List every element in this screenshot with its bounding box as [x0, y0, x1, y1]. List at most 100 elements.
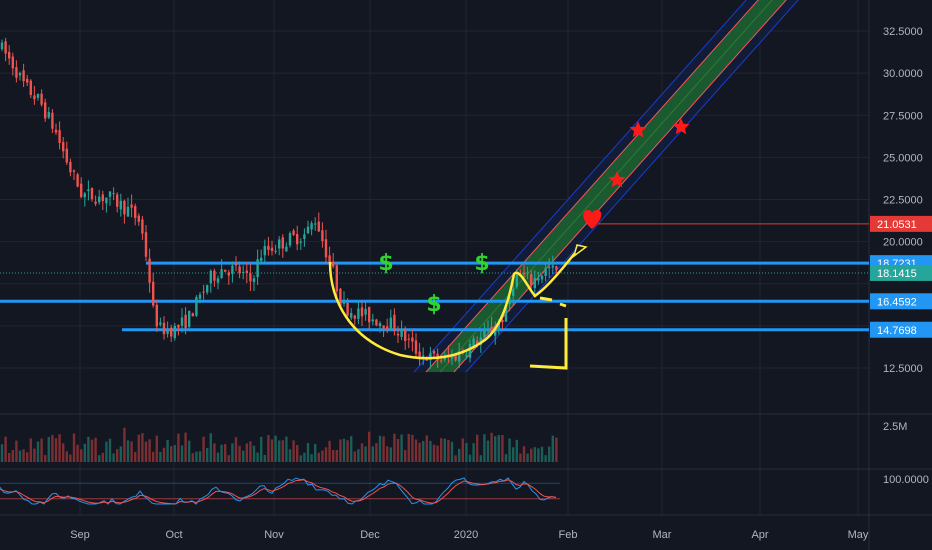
volume-bar: [15, 440, 18, 462]
volume-bar: [101, 452, 104, 462]
candle-body: [285, 246, 288, 252]
volume-bar: [65, 451, 68, 462]
arrow-head: [572, 244, 588, 258]
candle-body: [159, 322, 162, 325]
candle-body: [458, 351, 461, 362]
candle-body: [508, 297, 511, 305]
candle-body: [396, 333, 400, 336]
volume-bar: [162, 447, 166, 462]
volume-bar: [148, 439, 151, 462]
candle-body: [29, 80, 32, 96]
candle-body: [22, 70, 25, 82]
volume-bar: [454, 455, 457, 462]
candle-body: [18, 72, 22, 76]
volume-bar: [461, 438, 464, 462]
volume-bar: [58, 434, 61, 462]
volume-bar: [137, 434, 140, 462]
candle-body: [342, 301, 346, 304]
volume-bar: [303, 452, 306, 462]
candle-body: [360, 307, 364, 317]
volume-bar: [526, 453, 529, 462]
volume-bar: [206, 447, 209, 462]
candle-body: [0, 42, 4, 50]
volume-bar: [0, 444, 4, 462]
volume-bar: [220, 444, 223, 462]
candle-body: [180, 317, 184, 326]
candle-body: [51, 112, 54, 129]
volume-bar: [425, 435, 428, 462]
volume-bar: [134, 451, 137, 462]
oscillator-d-line: [0, 479, 557, 505]
volume-bar: [40, 438, 43, 462]
candle-body: [332, 261, 335, 267]
dollar-sign-marker: $: [474, 251, 489, 276]
volume-bar: [216, 452, 220, 462]
candle-body: [486, 329, 490, 331]
volume-bar: [260, 436, 263, 462]
x-tick-label: 2020: [454, 529, 478, 541]
volume-bar: [371, 446, 374, 462]
candle-body: [522, 272, 526, 275]
y-tick-label: 20.0000: [883, 237, 923, 249]
candle-body: [252, 278, 256, 283]
y-tick-label: 22.5000: [883, 195, 923, 207]
annotations: $ $ $: [328, 118, 690, 370]
candle-body: [306, 226, 310, 234]
volume-bar: [152, 451, 155, 462]
volume-bar: [393, 433, 396, 462]
candle-body: [213, 270, 216, 281]
channel-line: [465, 0, 799, 373]
volume-bar: [476, 434, 479, 462]
volume-bar: [119, 446, 122, 462]
candle-body: [468, 344, 472, 358]
candle-body: [98, 196, 101, 203]
volume-bar: [522, 446, 526, 462]
volume-bar: [342, 438, 346, 462]
candle-body: [321, 230, 324, 242]
candle-body: [389, 317, 392, 331]
price-tag-label: 16.4592: [877, 296, 917, 308]
candle-body: [224, 269, 227, 272]
channel-line: [425, 0, 759, 373]
volume-bar: [170, 446, 173, 462]
price-tag-label: 18.1415: [877, 268, 917, 280]
price-tag: [870, 215, 932, 232]
volume-bar: [328, 440, 331, 462]
candle-body: [72, 170, 76, 172]
volume-bar: [472, 443, 475, 462]
volume-bar: [231, 443, 234, 462]
candle-body: [191, 313, 194, 317]
candle-body: [551, 265, 554, 268]
candle-body: [414, 340, 418, 354]
volume-bar: [4, 436, 7, 462]
volume-bar: [108, 438, 112, 462]
candle-body: [281, 237, 284, 249]
volume-bar: [508, 438, 511, 462]
volume-bar: [11, 450, 14, 462]
candle-body: [40, 93, 43, 105]
x-tick-label: Apr: [751, 529, 768, 541]
volume-bar: [346, 440, 349, 462]
volume-bar: [209, 433, 212, 462]
volume-bar: [80, 449, 83, 462]
volume-bar: [339, 439, 342, 462]
volume-bar: [375, 443, 378, 462]
oscillator-series: [0, 477, 560, 505]
volume-bar: [224, 444, 227, 462]
candle-body: [479, 337, 482, 345]
volume-bar: [87, 436, 90, 462]
candle-body: [407, 338, 410, 340]
candle-body: [371, 319, 374, 322]
volume-bar: [555, 437, 558, 462]
volume-bar: [227, 455, 230, 462]
candle-body: [220, 269, 223, 279]
volume-bar: [292, 440, 295, 462]
candle-body: [267, 245, 270, 250]
volume-bar: [357, 449, 360, 462]
candle-body: [144, 232, 148, 257]
candle-body: [328, 255, 331, 264]
volume-bar: [364, 446, 367, 462]
x-tick-label: Feb: [559, 529, 578, 541]
candle-body: [490, 326, 493, 334]
